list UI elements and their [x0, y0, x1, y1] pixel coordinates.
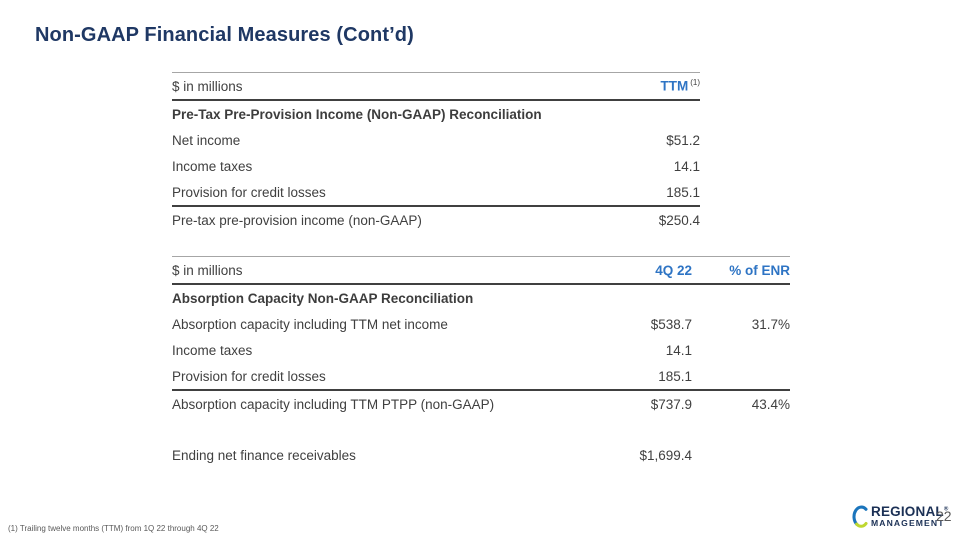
logo-line1: REGIONAL®: [871, 503, 949, 519]
table-row: Net income $51.2: [172, 127, 700, 153]
row-label: Income taxes: [172, 158, 253, 174]
column-header-4q22: 4Q 22: [655, 262, 692, 278]
registered-mark: ®: [943, 506, 949, 513]
row-label: Provision for credit losses: [172, 368, 326, 384]
row-label: Net income: [172, 132, 241, 148]
row-value: $250.4: [658, 212, 700, 228]
section-header-label: Pre-Tax Pre-Provision Income (Non-GAAP) …: [172, 106, 542, 122]
regional-management-logo: REGIONAL® MANAGEMENT: [852, 503, 948, 530]
pretax-preprovision-table: $ in millions TTM (1) Pre-Tax Pre-Provisi…: [172, 72, 700, 233]
section-header-label: Absorption Capacity Non-GAAP Reconciliat…: [172, 290, 474, 306]
table-row: Absorption capacity including TTM net in…: [172, 311, 790, 337]
table-total-row: Pre-tax pre-provision income (non-GAAP) …: [172, 205, 700, 233]
row-value: $538.7: [650, 316, 692, 332]
column-header-ttm: TTM (1): [660, 78, 700, 94]
row-pct: 31.7%: [751, 316, 790, 332]
table-total-row: Absorption capacity including TTM PTPP (…: [172, 389, 790, 417]
row-label: Absorption capacity including TTM net in…: [172, 316, 448, 332]
column-header-pct-enr: % of ENR: [729, 262, 790, 278]
table-row: Provision for credit losses 185.1: [172, 179, 700, 205]
table-row: Income taxes 14.1: [172, 153, 700, 179]
unit-label: $ in millions: [172, 78, 243, 94]
section-header-row: Pre-Tax Pre-Provision Income (Non-GAAP) …: [172, 101, 700, 127]
page-number: 22: [936, 508, 952, 524]
row-label: Pre-tax pre-provision income (non-GAAP): [172, 212, 422, 228]
row-value: 185.1: [658, 368, 692, 384]
footnote: (1) Trailing twelve months (TTM) from 1Q…: [8, 524, 219, 533]
table-spacer: [172, 417, 790, 442]
row-label: Absorption capacity including TTM PTPP (…: [172, 396, 495, 412]
logo-swoosh-icon: [852, 505, 868, 528]
table-row: Provision for credit losses 185.1: [172, 363, 790, 389]
row-value: 14.1: [673, 158, 700, 174]
table-header-row: $ in millions 4Q 22 % of ENR: [172, 256, 790, 285]
row-pct: 43.4%: [751, 396, 790, 412]
page-title: Non-GAAP Financial Measures (Cont’d): [35, 24, 414, 46]
section-header-row: Absorption Capacity Non-GAAP Reconciliat…: [172, 285, 790, 311]
logo-text: REGIONAL® MANAGEMENT: [871, 505, 948, 528]
table-row-ending-receivables: Ending net finance receivables $1,699.4: [172, 442, 790, 468]
footnote-marker: (1): [690, 78, 700, 88]
logo-line2: MANAGEMENT: [871, 518, 945, 529]
row-value: $737.9: [650, 396, 692, 412]
row-value: 14.1: [665, 342, 692, 358]
absorption-capacity-table: $ in millions 4Q 22 % of ENR Absorption …: [172, 256, 790, 468]
row-label: Ending net finance receivables: [172, 447, 356, 463]
row-value: $51.2: [666, 132, 700, 148]
table-row: Income taxes 14.1: [172, 337, 790, 363]
row-value: 185.1: [666, 184, 700, 200]
row-label: Provision for credit losses: [172, 184, 326, 200]
row-label: Income taxes: [172, 342, 253, 358]
row-value: $1,699.4: [639, 447, 692, 463]
table-header-row: $ in millions TTM (1): [172, 72, 700, 101]
unit-label: $ in millions: [172, 262, 243, 278]
